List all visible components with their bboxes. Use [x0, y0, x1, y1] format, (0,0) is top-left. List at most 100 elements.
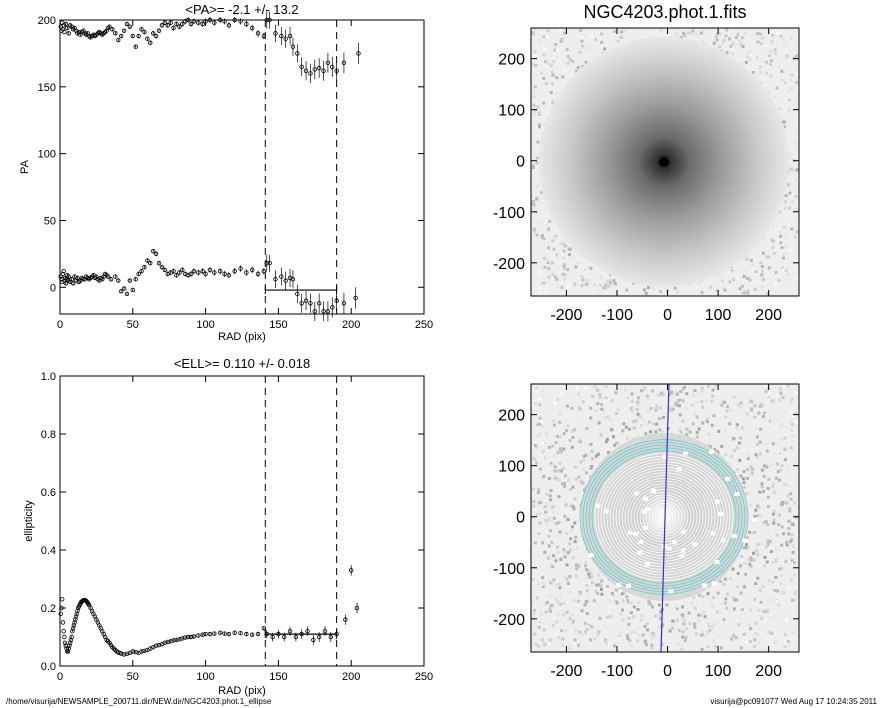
pa-point: [283, 278, 288, 283]
overlay-noise-pixel: [748, 640, 752, 644]
image-noise-pixel: [783, 206, 787, 210]
image-noise-pixel: [715, 38, 719, 42]
pa-point: [203, 19, 208, 24]
overlay-noise-pixel: [783, 458, 787, 462]
overlay-noise-pixel: [547, 556, 550, 560]
overlay-noise-pixel: [700, 389, 704, 393]
overlay-noise-pixel: [571, 619, 575, 623]
overlay-noise-pixel: [707, 433, 711, 437]
overlay-noise-pixel: [538, 460, 542, 464]
ell-point: [203, 631, 208, 637]
overlay-noise-pixel: [626, 599, 630, 603]
ell-point: [328, 634, 334, 640]
image-noise-pixel: [793, 139, 797, 143]
pa-point: [341, 60, 347, 65]
overlay-noise-pixel: [754, 621, 758, 625]
overlay-noise-pixel: [555, 511, 559, 515]
ell-point: [261, 626, 267, 631]
overlay-noise-pixel: [639, 389, 643, 393]
overlay-noise-pixel: [569, 548, 572, 552]
ell-point: [196, 633, 201, 638]
image-noise-pixel: [532, 95, 536, 99]
overlay-noise-pixel: [658, 428, 662, 432]
overlay-noise-pixel: [747, 558, 751, 562]
masked-region: [725, 476, 731, 481]
overlay-noise-pixel: [584, 621, 587, 625]
overlay-noise-pixel: [757, 506, 761, 510]
overlay-noise-pixel: [762, 474, 766, 478]
image-noise-pixel: [745, 258, 749, 261]
image-noise-pixel: [715, 289, 719, 292]
overlay-noise-pixel: [636, 412, 640, 416]
overlay-noise-pixel: [621, 429, 625, 433]
image-noise-pixel: [763, 272, 767, 276]
overlay-noise-pixel: [547, 516, 551, 520]
overlay-noise-pixel: [573, 638, 577, 642]
masked-region: [603, 509, 609, 514]
overlay-noise-pixel: [675, 607, 679, 611]
image-noise-pixel: [534, 28, 537, 32]
overlay-noise-pixel: [732, 596, 736, 600]
overlay-noise-pixel: [795, 600, 799, 604]
overlay-noise-pixel: [723, 429, 727, 433]
pa-point: [118, 289, 124, 294]
image-noise-pixel: [670, 292, 674, 296]
overlay-noise-pixel: [702, 635, 705, 639]
overlay-noise-pixel: [739, 401, 743, 405]
overlay-noise-pixel: [547, 534, 551, 538]
overlay-noise-pixel: [558, 586, 562, 590]
overlay-noise-pixel: [690, 403, 694, 407]
overlay-noise-pixel: [552, 516, 556, 520]
overlay-noise-pixel: [735, 427, 739, 430]
isophote-ellipse: [603, 461, 725, 573]
image-noise-pixel: [776, 31, 780, 35]
overlay-noise-pixel: [779, 468, 783, 472]
isophote-ellipse: [615, 472, 713, 562]
image-noise-pixel: [576, 276, 580, 280]
pa-point: [159, 265, 165, 270]
overlay-noise-pixel: [649, 430, 652, 434]
overlay-noise-pixel: [748, 391, 752, 395]
pa-point: [60, 271, 66, 277]
image-noise-pixel: [695, 35, 699, 39]
overlay-noise-pixel: [768, 539, 772, 543]
overlay-noise-pixel: [533, 541, 537, 545]
masked-region: [642, 496, 648, 501]
overlay-noise-pixel: [659, 406, 662, 410]
overlay-noise-pixel: [791, 533, 795, 537]
pa-point: [145, 36, 150, 41]
image-noise-pixel: [537, 110, 541, 114]
overlay-noise-pixel: [600, 407, 604, 411]
overlay-noise-pixel: [589, 416, 593, 420]
isophote-ellipse: [657, 511, 671, 523]
image-noise-pixel: [748, 278, 752, 282]
overlay-noise-pixel: [740, 426, 744, 430]
overlay-noise-pixel: [650, 637, 654, 641]
overlay-noise-pixel: [693, 389, 697, 393]
overlay-noise-pixel: [679, 430, 683, 434]
image-noise-pixel: [599, 284, 603, 288]
ell-point: [118, 651, 124, 656]
overlay-noise-pixel: [678, 428, 682, 432]
overlay-noise-pixel: [557, 469, 561, 473]
masked-region: [595, 503, 601, 508]
overlay-noise-pixel: [543, 505, 547, 509]
image-noise-pixel: [769, 62, 773, 66]
image-noise-pixel: [769, 84, 772, 88]
overlay-noise-pixel: [668, 629, 672, 633]
overlay-noise-pixel: [550, 580, 554, 584]
image-noise-pixel: [790, 73, 794, 77]
overlay-noise-pixel: [650, 646, 653, 650]
overlay-noise-pixel: [733, 449, 736, 453]
image-noise-pixel: [788, 78, 792, 82]
overlay-noise-pixel: [732, 607, 736, 611]
overlay-noise-pixel: [714, 384, 718, 388]
overlay-noise-pixel: [562, 548, 566, 552]
overlay-noise-pixel: [702, 610, 706, 614]
pa-point: [159, 23, 165, 28]
image-noise-pixel: [789, 182, 793, 186]
ell-point: [60, 620, 66, 625]
overlay-noise-pixel: [577, 599, 580, 603]
image-noise-pixel: [542, 53, 546, 57]
overlay-noise-pixel: [708, 629, 712, 632]
